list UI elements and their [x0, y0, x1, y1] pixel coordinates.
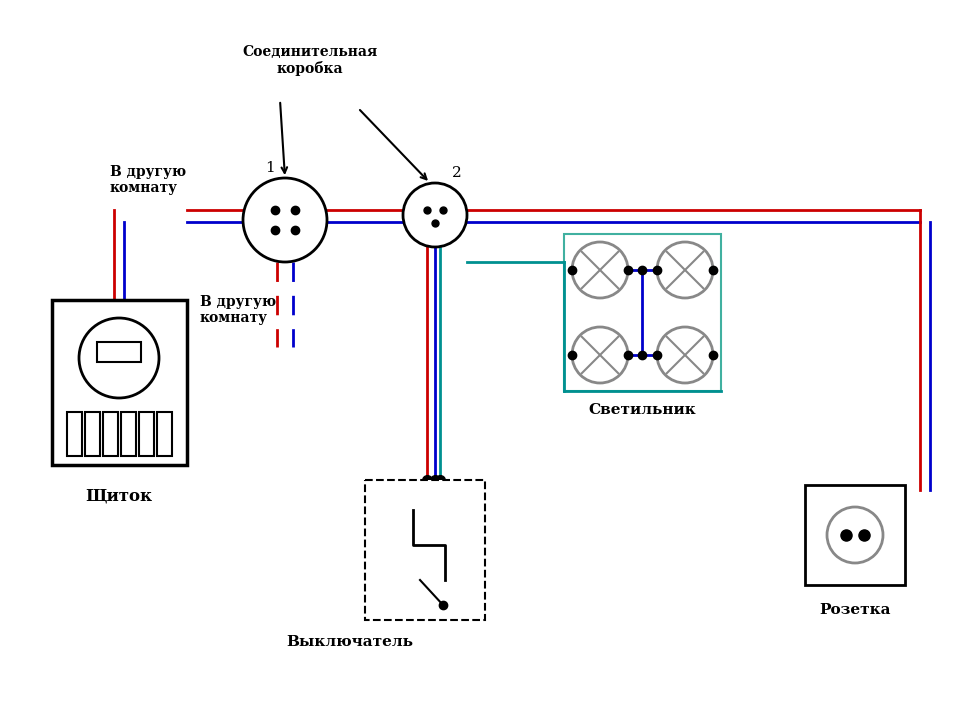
Bar — [564, 234, 721, 391]
Text: В другую
комнату: В другую комнату — [110, 165, 186, 195]
Text: Выключатель: Выключатель — [286, 635, 414, 649]
Text: В другую
комнату: В другую комнату — [200, 295, 276, 325]
Bar — [139, 412, 154, 456]
Text: 2: 2 — [452, 166, 462, 180]
Circle shape — [657, 242, 713, 298]
Text: 1: 1 — [265, 161, 275, 175]
Bar — [97, 342, 141, 362]
Bar — [52, 300, 187, 465]
Bar — [365, 480, 485, 620]
Bar — [805, 485, 905, 585]
Circle shape — [572, 327, 628, 383]
Text: Щиток: Щиток — [85, 487, 153, 504]
Bar — [121, 412, 136, 456]
Text: Соединительная
коробка: Соединительная коробка — [242, 45, 377, 76]
Text: Светильник: Светильник — [588, 403, 696, 417]
Circle shape — [657, 327, 713, 383]
Circle shape — [243, 178, 327, 262]
Bar — [103, 412, 118, 456]
Text: Розетка: Розетка — [819, 603, 891, 617]
Circle shape — [572, 242, 628, 298]
Bar — [85, 412, 100, 456]
Circle shape — [403, 183, 467, 247]
Bar — [157, 412, 172, 456]
Bar — [67, 412, 82, 456]
